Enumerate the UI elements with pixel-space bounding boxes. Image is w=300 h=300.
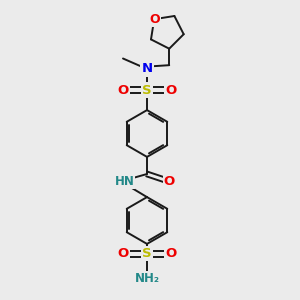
Text: O: O: [117, 83, 129, 97]
Text: O: O: [164, 175, 175, 188]
Text: NH₂: NH₂: [134, 272, 160, 285]
Text: O: O: [165, 247, 177, 260]
Text: HN: HN: [115, 175, 134, 188]
Text: O: O: [149, 13, 160, 26]
Text: O: O: [117, 247, 129, 260]
Text: S: S: [142, 83, 152, 97]
Text: O: O: [165, 83, 177, 97]
Text: S: S: [142, 247, 152, 260]
Text: N: N: [141, 62, 153, 76]
